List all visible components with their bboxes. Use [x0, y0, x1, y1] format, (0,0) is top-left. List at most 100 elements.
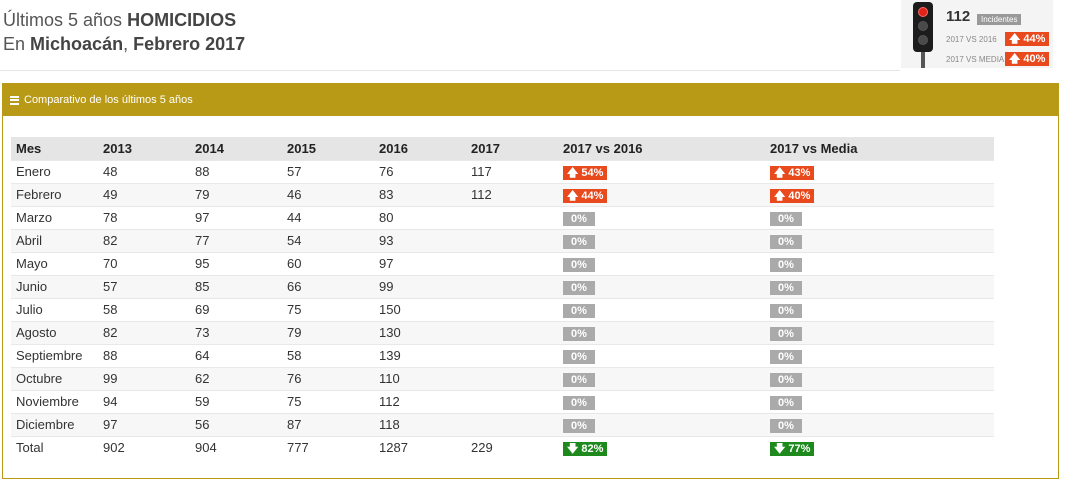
table-row: Febrero 49 79 46 83 112 🡅 44% 🡅 40% [11, 182, 994, 206]
change-value: 0% [571, 396, 587, 409]
vs-media-change-badge: 🡅 40% [770, 188, 815, 203]
vs-2016-label: 2017 VS 2016 [946, 35, 997, 44]
green-light [918, 35, 928, 45]
table-cell: Noviembre [11, 389, 98, 413]
table-row: Octubre 99 62 76 110 0% 0% [11, 366, 994, 390]
table-cell: Septiembre [11, 343, 98, 367]
vs-2016-change-badge: 0% [563, 303, 595, 318]
vs-media-label: 2017 VS MEDIA [946, 55, 1005, 64]
vs-2016-change-badge: 0% [563, 211, 595, 226]
table-cell: 99 [98, 366, 190, 390]
table-cell: 0% [558, 274, 765, 298]
table-cell: 902 [98, 435, 190, 459]
table-row: Agosto 82 73 79 130 0% 0% [11, 320, 994, 344]
title-comma: , [123, 34, 129, 54]
table-cell [466, 412, 558, 436]
table-cell: 0% [765, 389, 994, 413]
vs-media-badge: 🡅 40% [1005, 52, 1050, 66]
table-cell: 87 [282, 412, 374, 436]
traffic-light-icon [913, 2, 933, 52]
table-cell: 0% [765, 251, 994, 275]
table-cell: 0% [558, 412, 765, 436]
table-cell: Julio [11, 297, 98, 321]
table-cell: 75 [282, 389, 374, 413]
column-header: 2015 [282, 137, 374, 160]
arrow-down-icon: 🡇 [774, 442, 789, 455]
table-cell [466, 251, 558, 275]
table-cell: 80 [374, 205, 466, 229]
page-title: Últimos 5 años HOMICIDIOS En Michoacán, … [3, 8, 245, 56]
table-cell: Marzo [11, 205, 98, 229]
table-cell: Agosto [11, 320, 98, 344]
table-cell [466, 274, 558, 298]
change-value: 40% [788, 189, 811, 202]
vs-media-change-badge: 0% [770, 418, 802, 433]
change-value: 0% [571, 212, 587, 225]
table-cell: 110 [374, 366, 466, 390]
vs-2016-change-badge: 0% [563, 418, 595, 433]
table-cell: 0% [765, 297, 994, 321]
change-value: 0% [778, 235, 794, 248]
panel-title: Comparativo de los últimos 5 años [24, 94, 193, 106]
vs-2016-badge: 🡅 44% [1005, 32, 1050, 46]
table-cell [466, 297, 558, 321]
arrow-down-icon: 🡇 [567, 442, 582, 455]
table-cell: 112 [466, 182, 558, 206]
table-cell: 70 [98, 251, 190, 275]
column-header: 2016 [374, 137, 466, 160]
total-row: Total 902 904 777 1287 229 🡇 82% 🡇 77% [11, 435, 994, 459]
table-cell: 🡇 77% [765, 435, 994, 459]
header-divider [0, 70, 900, 71]
table-cell: 0% [558, 228, 765, 252]
table-cell: 64 [190, 343, 282, 367]
vs-media-change-badge: 0% [770, 303, 802, 318]
vs-media-change-badge: 0% [770, 372, 802, 387]
state-name: Michoacán [30, 34, 124, 54]
table-cell: 85 [190, 274, 282, 298]
column-header: 2017 vs 2016 [558, 137, 765, 160]
vs-2016-change-badge: 0% [563, 257, 595, 272]
table-cell: 97 [190, 205, 282, 229]
title-prefix: Últimos 5 años [3, 10, 123, 30]
table-cell: 76 [374, 159, 466, 183]
table-cell [466, 366, 558, 390]
table-cell: 99 [374, 274, 466, 298]
table-cell: 0% [558, 389, 765, 413]
table-cell: Abril [11, 228, 98, 252]
table-row: Mayo 70 95 60 97 0% 0% [11, 251, 994, 275]
table-cell: 1287 [374, 435, 466, 459]
vs-media-change-badge: 0% [770, 395, 802, 410]
change-value: 44% [581, 189, 604, 202]
change-value: 0% [571, 258, 587, 271]
vs-2016-change-badge: 0% [563, 280, 595, 295]
table-cell: 57 [98, 274, 190, 298]
table-cell: 83 [374, 182, 466, 206]
change-value: 0% [778, 304, 794, 317]
change-value: 54% [581, 166, 604, 179]
table-cell: Febrero [11, 182, 98, 206]
vs-2016-change-badge: 🡅 54% [563, 165, 608, 180]
change-value: 0% [778, 419, 794, 432]
table-cell: 60 [282, 251, 374, 275]
table-cell: 93 [374, 228, 466, 252]
table-row: Noviembre 94 59 75 112 0% 0% [11, 389, 994, 413]
yellow-light [918, 21, 928, 31]
table-cell: Total [11, 435, 98, 459]
table-cell: 88 [98, 343, 190, 367]
arrow-up-icon: 🡅 [567, 166, 582, 179]
change-value: 0% [571, 373, 587, 386]
table-cell: 0% [558, 297, 765, 321]
table-header-row: Mes 2013 2014 2015 2016 2017 2017 vs 201… [11, 137, 994, 160]
table-cell: 44 [282, 205, 374, 229]
vs-media-change-badge: 0% [770, 257, 802, 272]
table-cell: 58 [98, 297, 190, 321]
table-cell: 95 [190, 251, 282, 275]
vs-2016-change-badge: 🡇 82% [563, 441, 608, 456]
table-row: Enero 48 88 57 76 117 🡅 54% 🡅 43% [11, 159, 994, 183]
table-cell: Junio [11, 274, 98, 298]
panel-header[interactable]: Comparativo de los últimos 5 años [3, 84, 1058, 116]
title-line-2: En Michoacán, Febrero 2017 [3, 32, 245, 56]
table-cell: 69 [190, 297, 282, 321]
change-value: 0% [778, 373, 794, 386]
crime-name: HOMICIDIOS [127, 10, 237, 30]
